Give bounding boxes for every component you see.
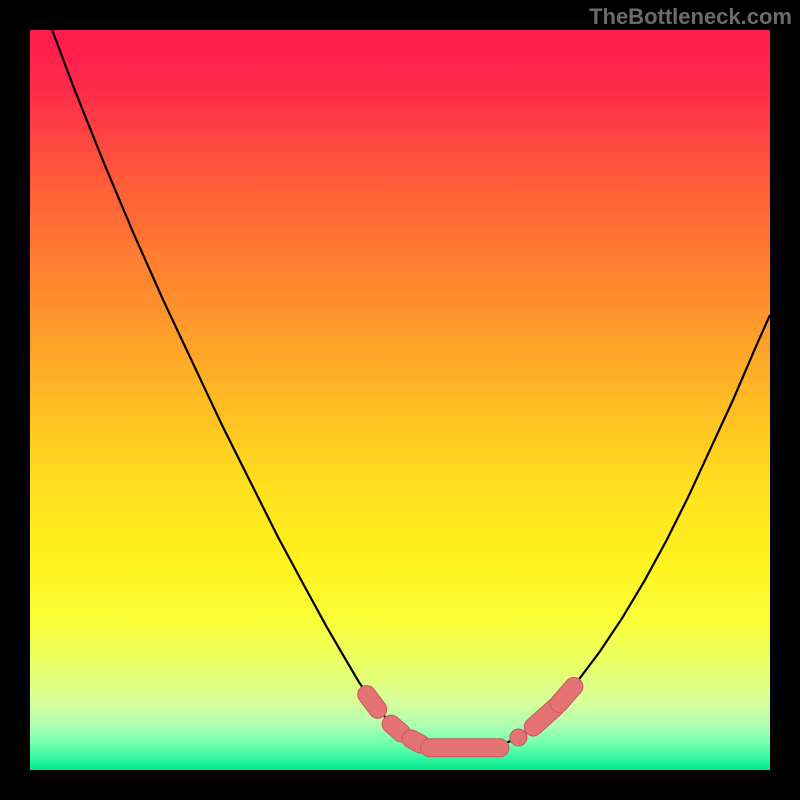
watermark-text: TheBottleneck.com xyxy=(589,4,792,30)
plot-background xyxy=(30,30,770,770)
bottleneck-chart xyxy=(0,0,800,800)
chart-container: TheBottleneck.com xyxy=(0,0,800,800)
